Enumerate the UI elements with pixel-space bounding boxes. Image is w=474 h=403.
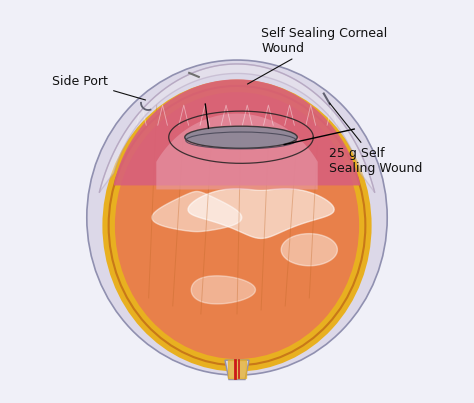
- Polygon shape: [156, 114, 318, 189]
- Ellipse shape: [87, 60, 387, 375]
- Polygon shape: [188, 189, 334, 239]
- Polygon shape: [100, 64, 374, 192]
- Ellipse shape: [185, 126, 297, 148]
- Ellipse shape: [109, 86, 365, 365]
- Polygon shape: [152, 191, 242, 232]
- Polygon shape: [114, 79, 360, 185]
- Polygon shape: [191, 276, 255, 304]
- Polygon shape: [225, 360, 249, 380]
- Text: Self Sealing Corneal
Wound: Self Sealing Corneal Wound: [247, 27, 387, 84]
- Polygon shape: [281, 234, 337, 266]
- Text: 25 g Self
Sealing Wound: 25 g Self Sealing Wound: [329, 103, 423, 175]
- Polygon shape: [228, 360, 246, 378]
- Text: Side Port: Side Port: [52, 75, 146, 100]
